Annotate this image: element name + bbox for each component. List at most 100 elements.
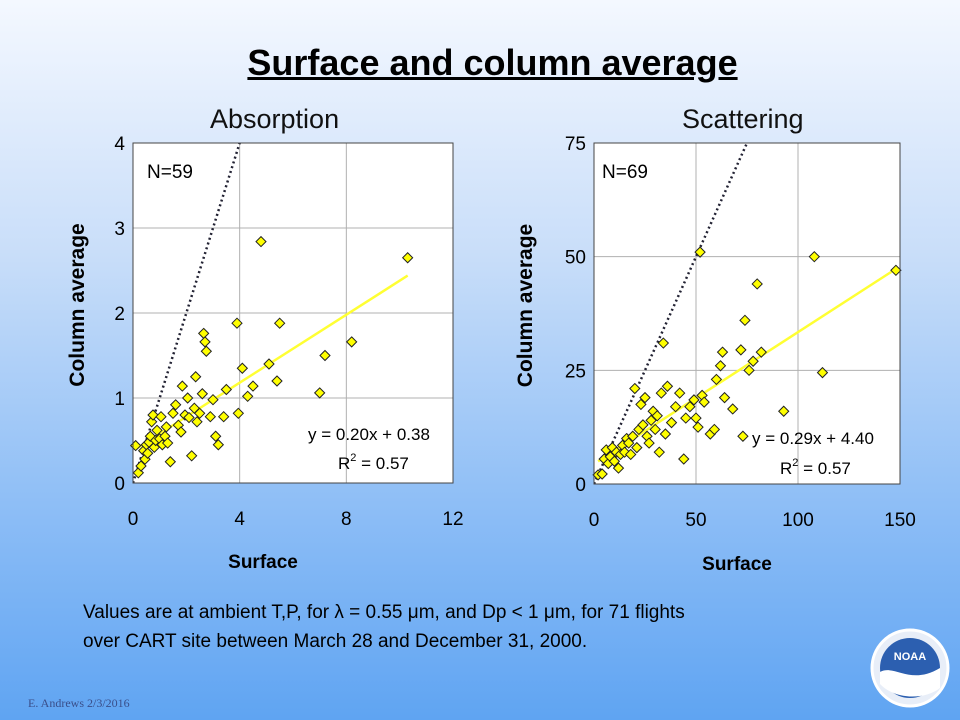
data-point: [200, 345, 213, 357]
data-point: [631, 441, 643, 454]
r-squared-superscript: 2: [350, 452, 356, 464]
data-point: [232, 407, 245, 420]
data-point: [708, 423, 721, 436]
data-point: [673, 387, 686, 399]
footer-author-date: E. Andrews 2/3/2016: [28, 696, 130, 710]
data-point: [345, 336, 358, 348]
data-point: [622, 437, 635, 449]
data-point: [313, 387, 326, 399]
y-tick-label: 0: [114, 474, 125, 495]
data-point: [135, 460, 147, 472]
data-point: [231, 317, 243, 329]
data-point: [161, 437, 174, 449]
x-tick-label: 12: [442, 509, 463, 530]
x-tick-label: 4: [234, 509, 245, 530]
data-point: [651, 410, 663, 422]
data-point: [635, 398, 647, 411]
data-point: [649, 423, 661, 436]
data-point: [637, 419, 649, 431]
y-tick-label: 2: [114, 304, 125, 325]
data-point: [653, 446, 665, 458]
data-point: [164, 456, 177, 468]
data-point: [193, 407, 206, 420]
data-point: [236, 362, 249, 374]
r-squared-label: R2 = 0.57: [338, 452, 409, 473]
y-tick-label: 1: [114, 389, 125, 410]
data-point: [629, 382, 641, 395]
data-point: [737, 430, 749, 442]
data-point: [643, 437, 655, 449]
data-point: [155, 410, 167, 423]
data-point: [241, 390, 254, 403]
data-point: [684, 400, 696, 413]
y-tick-label: 25: [565, 361, 586, 382]
data-point: [596, 468, 608, 480]
data-point: [743, 364, 755, 377]
data-point: [209, 430, 222, 442]
data-point: [688, 394, 700, 406]
y-axis-label: Column average: [66, 223, 89, 386]
fit-equation-label: y = 0.20x + 0.38: [308, 425, 430, 444]
data-point: [175, 426, 187, 438]
data-point: [207, 393, 219, 406]
data-point: [890, 264, 902, 277]
data-point: [808, 250, 821, 263]
data-point: [196, 388, 209, 400]
data-point: [739, 314, 751, 327]
data-point: [189, 371, 202, 383]
data-point: [247, 380, 259, 392]
y-tick-label: 3: [114, 219, 125, 240]
data-point: [204, 410, 217, 423]
data-point: [657, 337, 670, 349]
data-point: [816, 366, 829, 379]
data-point: [167, 407, 179, 420]
footnote-line-1: Values are at ambient T,P, for λ = 0.55 …: [83, 602, 685, 623]
data-point: [612, 462, 625, 474]
sample-count-label: N=69: [602, 162, 648, 183]
r-squared-superscript: 2: [792, 457, 798, 469]
data-point: [716, 346, 729, 358]
data-point: [147, 409, 159, 421]
logo-bird-wave: [880, 668, 940, 697]
data-point: [183, 411, 195, 424]
x-tick-label: 0: [589, 510, 600, 531]
data-point: [169, 399, 182, 411]
x-tick-label: 50: [685, 510, 706, 531]
data-point: [181, 392, 194, 404]
data-point: [714, 360, 727, 372]
y-tick-label: 50: [565, 248, 586, 269]
r-squared-label: R2 = 0.57: [780, 457, 851, 478]
data-point: [669, 400, 682, 413]
data-point: [680, 412, 692, 424]
data-point: [319, 349, 331, 362]
data-point: [255, 235, 267, 248]
data-point: [755, 346, 767, 358]
plot-frame: [593, 142, 901, 485]
data-point: [665, 416, 678, 429]
data-point: [185, 450, 198, 462]
r-squared-symbol: R: [338, 454, 350, 473]
data-point: [191, 416, 203, 428]
data-point: [625, 448, 637, 461]
data-point: [273, 317, 286, 329]
footnote-line-2: over CART site between March 28 and Dece…: [83, 631, 588, 652]
one-to-one-line: [133, 143, 241, 483]
slide-title: Surface and column average: [247, 42, 738, 83]
r-squared-symbol: R: [780, 459, 792, 478]
data-point: [263, 358, 275, 370]
y-tick-label: 75: [565, 134, 586, 155]
x-tick-label: 150: [884, 510, 916, 531]
data-point: [735, 344, 747, 356]
r-squared-value: = 0.57: [356, 454, 408, 473]
logo-text: NOAA: [894, 651, 926, 663]
x-axis-label: Surface: [702, 554, 772, 575]
data-point: [690, 412, 702, 424]
one-to-one-line: [594, 143, 749, 484]
x-axis-label: Surface: [228, 552, 298, 573]
y-axis-label: Column average: [514, 224, 537, 387]
data-point: [694, 246, 706, 258]
data-point: [639, 391, 651, 404]
data-point: [220, 383, 233, 396]
y-tick-label: 4: [114, 134, 125, 155]
